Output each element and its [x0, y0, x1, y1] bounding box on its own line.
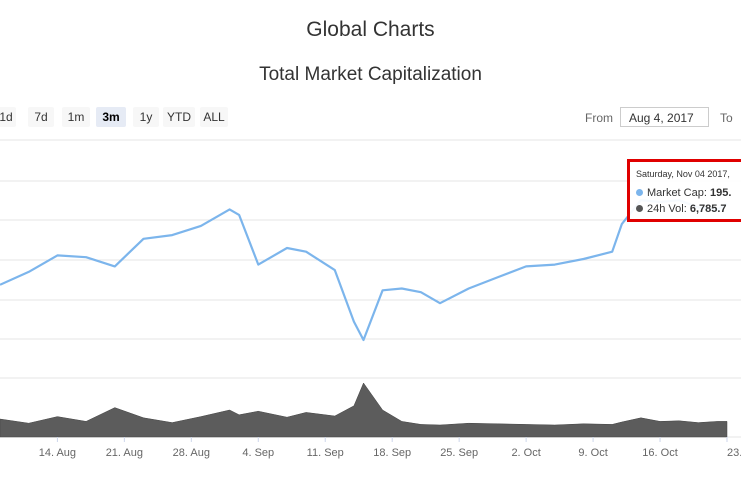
x-tick-label: 9. Oct — [578, 447, 607, 459]
range-button-3m[interactable]: 3m — [96, 107, 126, 127]
market-cap-series — [0, 199, 728, 342]
x-tick-label: 28. Aug — [173, 447, 210, 459]
page-title: Global Charts — [306, 18, 435, 41]
volume-series — [0, 382, 728, 438]
tooltip-market-cap-label: Market Cap: — [647, 187, 707, 199]
range-button-all[interactable]: ALL — [200, 107, 228, 127]
chart-title: Total Market Capitalization — [259, 64, 482, 85]
tooltip-market-cap-row: Market Cap: 195. — [636, 187, 731, 199]
tooltip-volume-value: 6,785.7 — [689, 203, 727, 215]
x-tick-label: 14. Aug — [39, 447, 76, 459]
x-tick-label: 16. Oct — [642, 447, 677, 459]
x-tick-label: 2. Oct — [511, 447, 540, 459]
market-cap-dot-icon — [636, 189, 643, 196]
x-tick-label: 23. — [727, 447, 741, 459]
from-date-input[interactable]: Aug 4, 2017 — [620, 107, 709, 127]
market-cap-line — [0, 199, 728, 342]
tooltip-date: Saturday, Nov 04 2017, — [636, 169, 730, 179]
volume-dot-icon — [636, 205, 643, 212]
x-tick-label: 21. Aug — [106, 447, 143, 459]
x-tick-label: 18. Sep — [373, 447, 411, 459]
range-button-1d[interactable]: 1d — [0, 107, 16, 127]
grid-lines — [0, 139, 741, 438]
chart-tooltip: Saturday, Nov 04 2017, Market Cap: 195. … — [627, 159, 741, 222]
from-label: From — [585, 111, 613, 125]
x-tick-label: 25. Sep — [440, 447, 478, 459]
x-tick-label: 4. Sep — [242, 447, 274, 459]
range-button-1m[interactable]: 1m — [62, 107, 90, 127]
range-button-7d[interactable]: 7d — [28, 107, 54, 127]
range-button-1y[interactable]: 1y — [133, 107, 159, 127]
range-button-ytd[interactable]: YTD — [163, 107, 195, 127]
to-label: To — [720, 111, 733, 125]
volume-area — [0, 382, 728, 438]
x-axis: 14. Aug 21. Aug 28. Aug 4. Sep 11. Sep 18. Se… — [39, 437, 741, 459]
tooltip-market-cap-value: 195. — [709, 187, 732, 199]
tooltip-volume-label: 24h Vol: — [647, 203, 687, 215]
tooltip-volume-row: 24h Vol: 6,785.7 — [636, 203, 727, 215]
x-tick-label: 11. Sep — [307, 447, 344, 459]
